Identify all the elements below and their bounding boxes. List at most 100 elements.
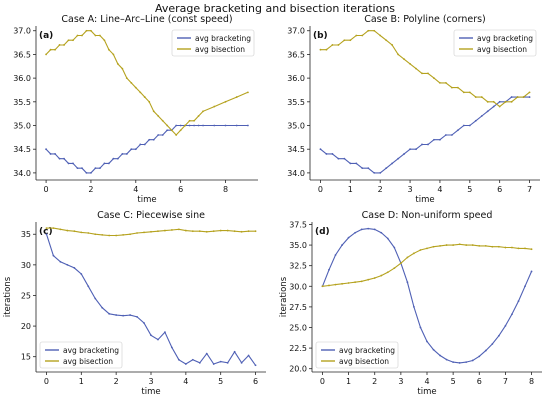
data-point-bracketing [337, 157, 340, 160]
data-point-bracketing [49, 153, 52, 155]
y-tick-label: 36.5 [13, 50, 31, 59]
legend-label: avg bracketing [339, 346, 395, 355]
data-point-bisection [349, 39, 352, 42]
y-tick-label: 34.0 [287, 169, 305, 178]
data-point-bisection [319, 48, 322, 51]
data-point-bracketing [108, 312, 111, 315]
data-point-bisection [179, 129, 182, 132]
legend: avg bracketing avg bisection [39, 341, 123, 369]
data-point-bisection [219, 229, 222, 232]
y-tick-label: 34.5 [13, 145, 31, 154]
data-point-bisection [103, 39, 106, 42]
y-tick-label: 36.0 [287, 74, 305, 83]
x-tick-label: 0 [320, 377, 325, 386]
data-point-bisection [406, 256, 409, 259]
data-point-bisection [205, 230, 208, 233]
data-point-bracketing [67, 162, 70, 165]
data-point-bracketing [81, 167, 83, 170]
data-point-bracketing [45, 148, 47, 151]
data-point-bracketing [212, 363, 215, 365]
data-point-bisection [433, 77, 435, 80]
data-point-bisection [233, 230, 236, 233]
data-point-bisection [419, 249, 422, 251]
series-line-bracketing [320, 96, 530, 174]
data-point-bisection [432, 245, 435, 248]
x-tick-label: 2 [114, 377, 119, 386]
data-point-bisection [72, 39, 74, 42]
data-point-bisection [471, 244, 474, 246]
data-point-bracketing [76, 167, 79, 170]
data-point-bisection [413, 252, 415, 255]
data-point-bracketing [59, 260, 62, 263]
data-point-bisection [492, 100, 495, 103]
data-point-bracketing [115, 314, 118, 316]
data-point-bisection [474, 96, 477, 98]
data-point-bisection [456, 86, 459, 89]
data-point-bisection [445, 81, 447, 84]
x-tick-label: 4 [437, 185, 442, 194]
data-point-bracketing [254, 364, 257, 367]
panel-label: (b) [313, 31, 328, 41]
data-point-bisection [380, 274, 383, 277]
data-point-bisection [85, 29, 88, 32]
data-point-bisection [58, 44, 61, 46]
data-point-bracketing [177, 358, 180, 361]
data-point-bisection [143, 96, 146, 98]
chart-panel-d: 0 1 2 3 4 5 6 7 8 20.0 22.5 25.0 27.5 30.0 32.5 35.0 37.… [279, 210, 542, 397]
data-point-bisection [426, 247, 428, 250]
legend-label: avg bisection [477, 45, 527, 54]
data-point-bracketing [385, 167, 388, 170]
x-tick-label: 2 [88, 185, 93, 194]
data-point-bisection [191, 230, 194, 233]
y-tick-label: 30.0 [289, 282, 307, 291]
data-point-bracketing [511, 313, 513, 316]
data-point-bisection [355, 34, 358, 37]
y-tick-label: 34.5 [287, 145, 305, 154]
legend-label: avg bracketing [195, 34, 251, 43]
data-point-bracketing [226, 361, 229, 364]
data-point-bisection [484, 245, 487, 247]
data-point-bracketing [341, 244, 343, 246]
y-tick-label: 35.5 [13, 98, 31, 107]
data-point-bracketing [247, 354, 250, 357]
x-tick-label: 6 [477, 377, 482, 386]
data-point-bracketing [380, 231, 383, 234]
data-point-bracketing [103, 162, 106, 165]
data-point-bisection [171, 229, 173, 231]
data-point-bracketing [240, 361, 243, 364]
data-point-bracketing [439, 138, 441, 141]
y-tick-label: 32.5 [289, 262, 307, 271]
y-tick-label: 25 [21, 291, 31, 300]
data-point-bracketing [484, 349, 487, 352]
data-point-bracketing [450, 134, 453, 136]
panel-label: (a) [39, 31, 53, 41]
data-point-bracketing [471, 359, 474, 362]
data-point-bisection [63, 44, 65, 46]
data-point-bracketing [213, 124, 216, 127]
data-point-bracketing [107, 162, 110, 165]
data-point-bisection [516, 96, 519, 98]
legend-box [315, 341, 399, 369]
data-point-bisection [45, 227, 48, 230]
data-point-bracketing [439, 354, 441, 357]
data-point-bracketing [161, 134, 164, 136]
data-point-bracketing [510, 96, 513, 98]
x-tick-label: 3 [408, 185, 413, 194]
x-tick-label: 2 [378, 185, 383, 194]
legend-label: avg bisection [195, 45, 245, 54]
data-point-bracketing [94, 297, 97, 300]
data-point-bracketing [373, 171, 376, 174]
data-point-bisection [385, 39, 388, 42]
data-point-bracketing [367, 167, 370, 170]
data-point-bisection [393, 267, 396, 270]
x-axis-label: time [137, 195, 156, 205]
data-point-bisection [373, 277, 376, 279]
data-point-bisection [67, 39, 70, 42]
data-point-bracketing [458, 362, 461, 364]
data-point-bracketing [148, 138, 151, 141]
legend: avg bracketing avg bisection [171, 29, 255, 57]
data-point-bisection [491, 245, 494, 248]
x-tick-label: 7 [503, 377, 508, 386]
data-point-bracketing [219, 360, 222, 363]
